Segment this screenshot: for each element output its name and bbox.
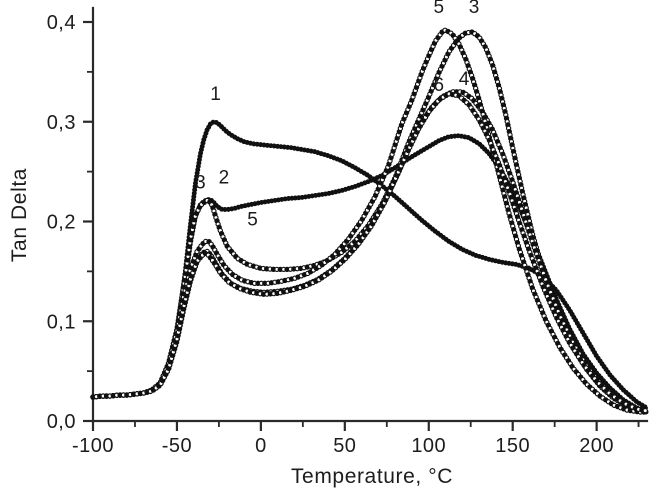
x-axis-title: Temperature, °C — [291, 465, 453, 488]
series-number-label: 2 — [219, 168, 230, 189]
y-tick-label: 0,1 — [47, 311, 76, 333]
x-tick-label: -100 — [72, 435, 114, 457]
series-number-labels: 13 255 36 4 — [195, 0, 479, 230]
curve-markers — [90, 91, 648, 414]
series-number-label: 3 — [469, 0, 480, 18]
y-axis-title: Tan Delta — [8, 168, 31, 262]
series-number-label: 5 — [247, 209, 258, 230]
series-number-label: 5 — [434, 0, 445, 18]
x-tick-label: 100 — [411, 435, 446, 457]
series-number-label: 6 — [434, 75, 445, 96]
data-curves — [90, 27, 649, 415]
y-tick-label: 0,3 — [47, 112, 76, 134]
curve-series — [90, 91, 648, 414]
x-axis-tick-labels: -100 -50 0 50 100 150 200 — [72, 435, 614, 457]
y-axis-ticks — [83, 20, 93, 423]
data-point — [642, 408, 648, 414]
series-number-label: 3 — [195, 173, 206, 194]
x-tick-label: 200 — [579, 435, 614, 457]
x-tick-label: 150 — [495, 435, 530, 457]
x-tick-label: -50 — [162, 435, 192, 457]
y-tick-label: 0,4 — [47, 12, 76, 34]
x-tick-label: 50 — [333, 435, 356, 457]
y-tick-label: 0,2 — [47, 212, 76, 234]
series-number-label: 4 — [459, 69, 470, 90]
series-number-label: 1 — [210, 84, 221, 105]
x-axis-ticks — [91, 421, 640, 431]
y-axis-tick-labels: 0,0 0,1 0,2 0,3 0,4 — [47, 12, 76, 433]
y-tick-label: 0,0 — [47, 411, 76, 433]
x-tick-label: 0 — [255, 435, 267, 457]
